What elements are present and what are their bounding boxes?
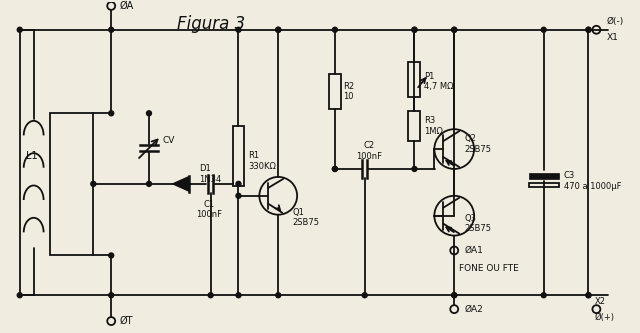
Circle shape: [147, 181, 152, 186]
Circle shape: [91, 181, 96, 186]
Bar: [408, 111, 420, 141]
Text: ØA1: ØA1: [464, 246, 483, 255]
Bar: [529, 173, 559, 179]
Circle shape: [109, 111, 114, 116]
Bar: [49, 113, 93, 255]
Text: Ø(-): Ø(-): [606, 17, 623, 26]
Text: Figura 3: Figura 3: [177, 15, 244, 33]
Circle shape: [236, 181, 241, 186]
Circle shape: [147, 111, 152, 116]
Circle shape: [109, 27, 114, 32]
Text: CV: CV: [163, 136, 175, 145]
Text: Q2
2SB75: Q2 2SB75: [464, 135, 491, 154]
Text: P1
4,7 MΩ: P1 4,7 MΩ: [424, 72, 454, 91]
Circle shape: [276, 293, 281, 298]
Circle shape: [17, 27, 22, 32]
Text: Ø(+): Ø(+): [595, 313, 614, 322]
Text: ØT: ØT: [119, 316, 132, 326]
Circle shape: [208, 293, 213, 298]
Text: C2
100nF: C2 100nF: [356, 141, 381, 161]
Text: D1
1N34: D1 1N34: [198, 164, 221, 183]
Text: X1: X1: [606, 33, 618, 42]
Text: R1
330KΩ: R1 330KΩ: [248, 151, 276, 171]
Bar: [232, 126, 244, 186]
Circle shape: [236, 27, 241, 32]
Text: C1
100nF: C1 100nF: [196, 200, 221, 219]
Circle shape: [236, 193, 241, 198]
Circle shape: [109, 253, 114, 258]
Circle shape: [109, 293, 114, 298]
Text: FONE OU FTE: FONE OU FTE: [459, 264, 519, 273]
Text: ØA2: ØA2: [464, 305, 483, 314]
Text: L1: L1: [26, 151, 37, 161]
Circle shape: [541, 27, 546, 32]
Text: Q3
2SB75: Q3 2SB75: [464, 214, 491, 233]
Polygon shape: [173, 177, 189, 191]
Text: X2: X2: [595, 297, 605, 306]
Circle shape: [452, 27, 457, 32]
Circle shape: [412, 27, 417, 32]
Circle shape: [412, 166, 417, 171]
Circle shape: [332, 27, 337, 32]
Circle shape: [17, 293, 22, 298]
Circle shape: [586, 27, 591, 32]
Circle shape: [452, 293, 457, 298]
Circle shape: [586, 293, 591, 298]
Text: C3
470 a 1000μF: C3 470 a 1000μF: [564, 171, 621, 190]
Circle shape: [276, 27, 281, 32]
Text: R3
1MΩ: R3 1MΩ: [424, 117, 444, 136]
Text: Q1
2SB75: Q1 2SB75: [292, 208, 319, 227]
Bar: [529, 183, 559, 187]
Circle shape: [332, 166, 337, 171]
Circle shape: [412, 27, 417, 32]
Bar: [329, 74, 341, 109]
Circle shape: [586, 293, 591, 298]
Circle shape: [276, 27, 281, 32]
Circle shape: [332, 166, 337, 171]
Text: ØA: ØA: [119, 1, 133, 11]
Text: R2
10: R2 10: [343, 82, 354, 101]
Circle shape: [541, 293, 546, 298]
Circle shape: [362, 293, 367, 298]
Circle shape: [586, 27, 591, 32]
Circle shape: [452, 27, 457, 32]
Bar: [408, 62, 420, 97]
Circle shape: [452, 293, 457, 298]
Circle shape: [236, 293, 241, 298]
